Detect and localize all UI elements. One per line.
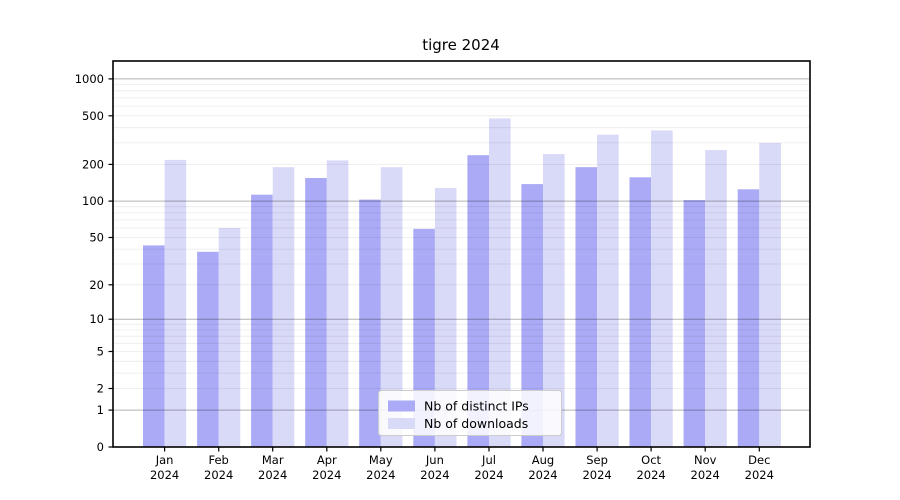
x-tick-label-month: Jun xyxy=(425,453,444,467)
x-tick-label-year: 2024 xyxy=(691,468,720,482)
legend-swatch-distinct-ips xyxy=(388,400,415,412)
y-tick-label: 1000 xyxy=(75,72,104,86)
legend-label-distinct-ips: Nb of distinct IPs xyxy=(424,399,529,414)
y-tick-label: 100 xyxy=(82,194,104,208)
x-tick-label-year: 2024 xyxy=(204,468,233,482)
bar-downloads xyxy=(272,167,295,447)
bar-distinct-ips xyxy=(575,167,598,447)
bar-downloads xyxy=(597,134,619,447)
bar-distinct-ips xyxy=(467,155,489,447)
x-tick-label-year: 2024 xyxy=(420,468,449,482)
x-tick-label-year: 2024 xyxy=(258,468,287,482)
x-tick-label-year: 2024 xyxy=(745,468,774,482)
x-tick-label-month: Mar xyxy=(262,453,284,467)
legend-swatch-downloads xyxy=(388,418,415,429)
y-tick-label: 0 xyxy=(97,440,104,454)
y-tick-label: 50 xyxy=(89,231,104,245)
x-tick-label-month: Oct xyxy=(641,453,661,467)
bar-distinct-ips xyxy=(683,200,706,447)
x-tick-label-month: Aug xyxy=(532,453,554,467)
x-tick-label-month: May xyxy=(369,453,393,467)
bar-downloads xyxy=(759,142,781,447)
bar-downloads xyxy=(218,228,241,447)
x-tick-label-month: Sep xyxy=(586,453,608,467)
x-tick-label-year: 2024 xyxy=(474,468,503,482)
bar-distinct-ips xyxy=(359,199,381,447)
plot-border xyxy=(112,60,811,448)
legend-box xyxy=(378,390,562,436)
x-tick-label-month: Nov xyxy=(694,453,717,467)
grid-layer xyxy=(113,78,810,411)
bar-downloads xyxy=(164,159,187,447)
bar-downloads xyxy=(326,160,349,447)
bar-distinct-ips xyxy=(143,245,165,447)
axes-layer xyxy=(108,60,811,452)
bar-downloads xyxy=(651,130,673,447)
y-tick-label: 2 xyxy=(97,382,104,396)
y-tick-label: 20 xyxy=(89,278,104,292)
bar-distinct-ips xyxy=(521,184,543,447)
y-tick-label: 1 xyxy=(97,403,104,417)
legend-label-downloads: Nb of downloads xyxy=(424,416,528,431)
bar-distinct-ips xyxy=(629,177,652,448)
tick-labels-layer: 01251020501002005001000Jan2024Feb2024Mar… xyxy=(75,72,774,482)
bar-distinct-ips xyxy=(737,189,760,448)
x-tick-label-year: 2024 xyxy=(636,468,665,482)
bar-downloads xyxy=(380,167,403,447)
x-tick-label-year: 2024 xyxy=(312,468,341,482)
bar-downloads xyxy=(434,188,457,447)
x-tick-label-month: Jan xyxy=(155,453,174,467)
x-tick-label-month: Dec xyxy=(748,453,770,467)
x-tick-label-year: 2024 xyxy=(582,468,611,482)
y-tick-label: 500 xyxy=(82,109,104,123)
bar-downloads xyxy=(489,118,511,447)
x-tick-label-year: 2024 xyxy=(528,468,557,482)
x-tick-label-month: Feb xyxy=(209,453,229,467)
bar-distinct-ips xyxy=(251,194,273,447)
bar-distinct-ips xyxy=(305,178,327,447)
chart-title: tigre 2024 xyxy=(422,36,500,54)
x-tick-label-month: Jul xyxy=(481,453,496,467)
y-tick-label: 10 xyxy=(89,312,104,326)
y-tick-label: 200 xyxy=(82,157,104,171)
bar-downloads xyxy=(705,150,727,447)
bar-distinct-ips xyxy=(197,251,219,447)
x-tick-label-year: 2024 xyxy=(150,468,179,482)
bar-downloads xyxy=(543,154,565,447)
bars-layer xyxy=(143,118,781,448)
y-tick-label: 5 xyxy=(97,345,104,359)
legend: Nb of distinct IPs Nb of downloads xyxy=(378,390,562,436)
x-tick-label-month: Apr xyxy=(317,453,337,467)
x-tick-label-year: 2024 xyxy=(366,468,395,482)
